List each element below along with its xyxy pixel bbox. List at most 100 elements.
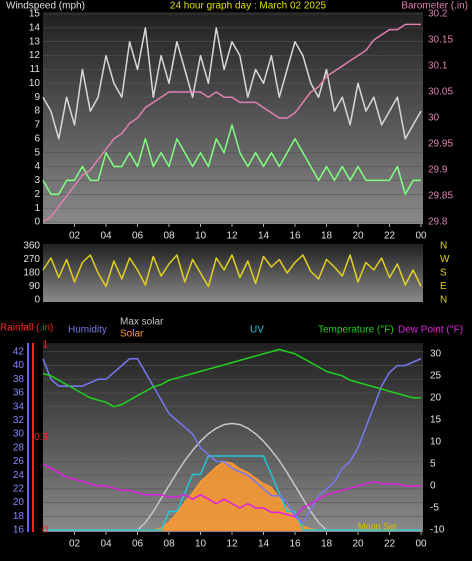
y-tick-label: 4 <box>34 161 40 172</box>
series-line <box>42 348 421 408</box>
series-line <box>42 463 421 518</box>
y2-tick-label: 30.15 <box>428 35 453 46</box>
y-tick-label: 12 <box>29 50 41 61</box>
y2-tick-label: N <box>440 241 447 252</box>
y-tick-label: 42 <box>13 346 25 357</box>
y-tick-label: 16 <box>13 525 25 536</box>
series-line <box>43 455 421 531</box>
y-tick-label: 3 <box>34 175 40 186</box>
y-tick-label: 14 <box>29 23 41 34</box>
y3-tick-label: 0 <box>42 525 48 536</box>
x-tick-label: 18 <box>321 231 333 242</box>
x-tick-label: 00 <box>415 539 427 550</box>
y-tick-label: 13 <box>29 36 41 47</box>
y-tick-label: 20 <box>13 497 25 508</box>
x-tick-label: 04 <box>100 231 112 242</box>
y3-tick-label: 0.5 <box>34 432 48 443</box>
y-tick-label: 5 <box>34 147 40 158</box>
y2-tick-label: 5 <box>430 459 436 470</box>
y2-tick-label: W <box>440 254 450 265</box>
series-line <box>42 23 421 223</box>
plot-area <box>43 12 423 224</box>
y-tick-label: 270 <box>23 254 40 265</box>
legend-entry: Temperature (°F) <box>318 325 394 336</box>
y2-tick-label: 29.9 <box>428 165 448 176</box>
y-tick-label: 28 <box>13 442 25 453</box>
y-tick-label: 0 <box>34 217 40 228</box>
x-tick-label: 06 <box>132 231 144 242</box>
y-tick-label: 0 <box>34 295 40 306</box>
y-tick-label: 360 <box>23 241 40 252</box>
x-tick-label: 12 <box>226 539 238 550</box>
y-tick-label: 26 <box>13 456 25 467</box>
x-tick-label: 12 <box>226 231 238 242</box>
series-line <box>42 357 422 524</box>
series-line <box>42 254 422 288</box>
x-tick-label: 14 <box>258 231 270 242</box>
y2-tick-label: 0 <box>430 481 436 492</box>
y2-tick-label: 10 <box>430 437 442 448</box>
y-tick-label: 7 <box>34 120 40 131</box>
x-tick-label: 02 <box>69 231 81 242</box>
y-tick-label: 40 <box>13 360 25 371</box>
legend-entry: Max solar <box>120 317 164 328</box>
y-tick-label: 22 <box>13 484 25 495</box>
y2-tick-label: 30.05 <box>428 87 453 98</box>
y-tick-label: 180 <box>23 268 40 279</box>
x-tick-label: 14 <box>258 539 270 550</box>
x-tick-label: 22 <box>384 539 396 550</box>
y-tick-label: 10 <box>29 78 41 89</box>
x-tick-label: 08 <box>163 231 175 242</box>
y2-tick-label: 29.85 <box>428 191 453 202</box>
y-tick-label: 30 <box>13 429 25 440</box>
legend-entry: Rainfall (.in) <box>0 323 53 334</box>
x-tick-label: 10 <box>195 231 207 242</box>
y2-tick-label: 30 <box>428 113 440 124</box>
series-line <box>42 27 422 140</box>
y2-tick-label: -5 <box>430 503 439 514</box>
y-tick-label: 15 <box>29 9 41 20</box>
y-tick-label: 38 <box>13 374 25 385</box>
x-tick-label: 16 <box>289 539 301 550</box>
x-tick-label: 18 <box>321 539 333 550</box>
y2-tick-label: S <box>440 268 447 279</box>
y3-tick-label: 1 <box>42 340 48 351</box>
x-tick-label: 06 <box>132 539 144 550</box>
x-tick-label: 20 <box>352 231 364 242</box>
y-tick-label: 11 <box>30 64 41 75</box>
y2-tick-label: N <box>440 295 447 306</box>
legend-entry: Solar <box>120 329 144 340</box>
y-tick-label: 6 <box>34 133 40 144</box>
plot-area <box>43 244 423 302</box>
y2-tick-label: 15 <box>430 415 442 426</box>
y-tick-label: 36 <box>13 388 25 399</box>
x-tick-label: 20 <box>352 539 364 550</box>
y-tick-label: 24 <box>13 470 25 481</box>
series-line <box>42 124 421 196</box>
annotation: Moon Set <box>358 521 397 531</box>
y-tick-label: 9 <box>34 92 40 103</box>
y2-tick-label: 30 <box>430 348 442 359</box>
x-tick-label: 02 <box>69 539 81 550</box>
x-tick-label: 16 <box>289 231 301 242</box>
y-tick-label: 32 <box>13 415 25 426</box>
x-tick-label: 22 <box>384 231 396 242</box>
barometer-label: Barometer (.in) <box>401 1 468 12</box>
y-tick-label: 18 <box>13 511 25 522</box>
y-tick-label: 34 <box>13 401 25 412</box>
legend-entry: Dew Point (°F) <box>398 325 463 336</box>
x-tick-label: 04 <box>100 539 112 550</box>
x-tick-label: 10 <box>195 539 207 550</box>
legend-entry: UV <box>250 325 264 336</box>
legend-entry: Humidity <box>68 325 107 336</box>
y2-tick-label: E <box>440 281 447 292</box>
wind-label: Windspeed (mph) <box>6 1 85 12</box>
y-tick-label: 2 <box>34 189 40 200</box>
y2-tick-label: 29.95 <box>428 139 453 150</box>
y2-tick-label: -10 <box>430 525 445 536</box>
y-tick-label: 90 <box>29 281 41 292</box>
y2-tick-label: 30.1 <box>428 61 448 72</box>
y-tick-label: 8 <box>34 106 40 117</box>
chart-title: 24 hour graph day : March 02 2025 <box>170 1 327 12</box>
